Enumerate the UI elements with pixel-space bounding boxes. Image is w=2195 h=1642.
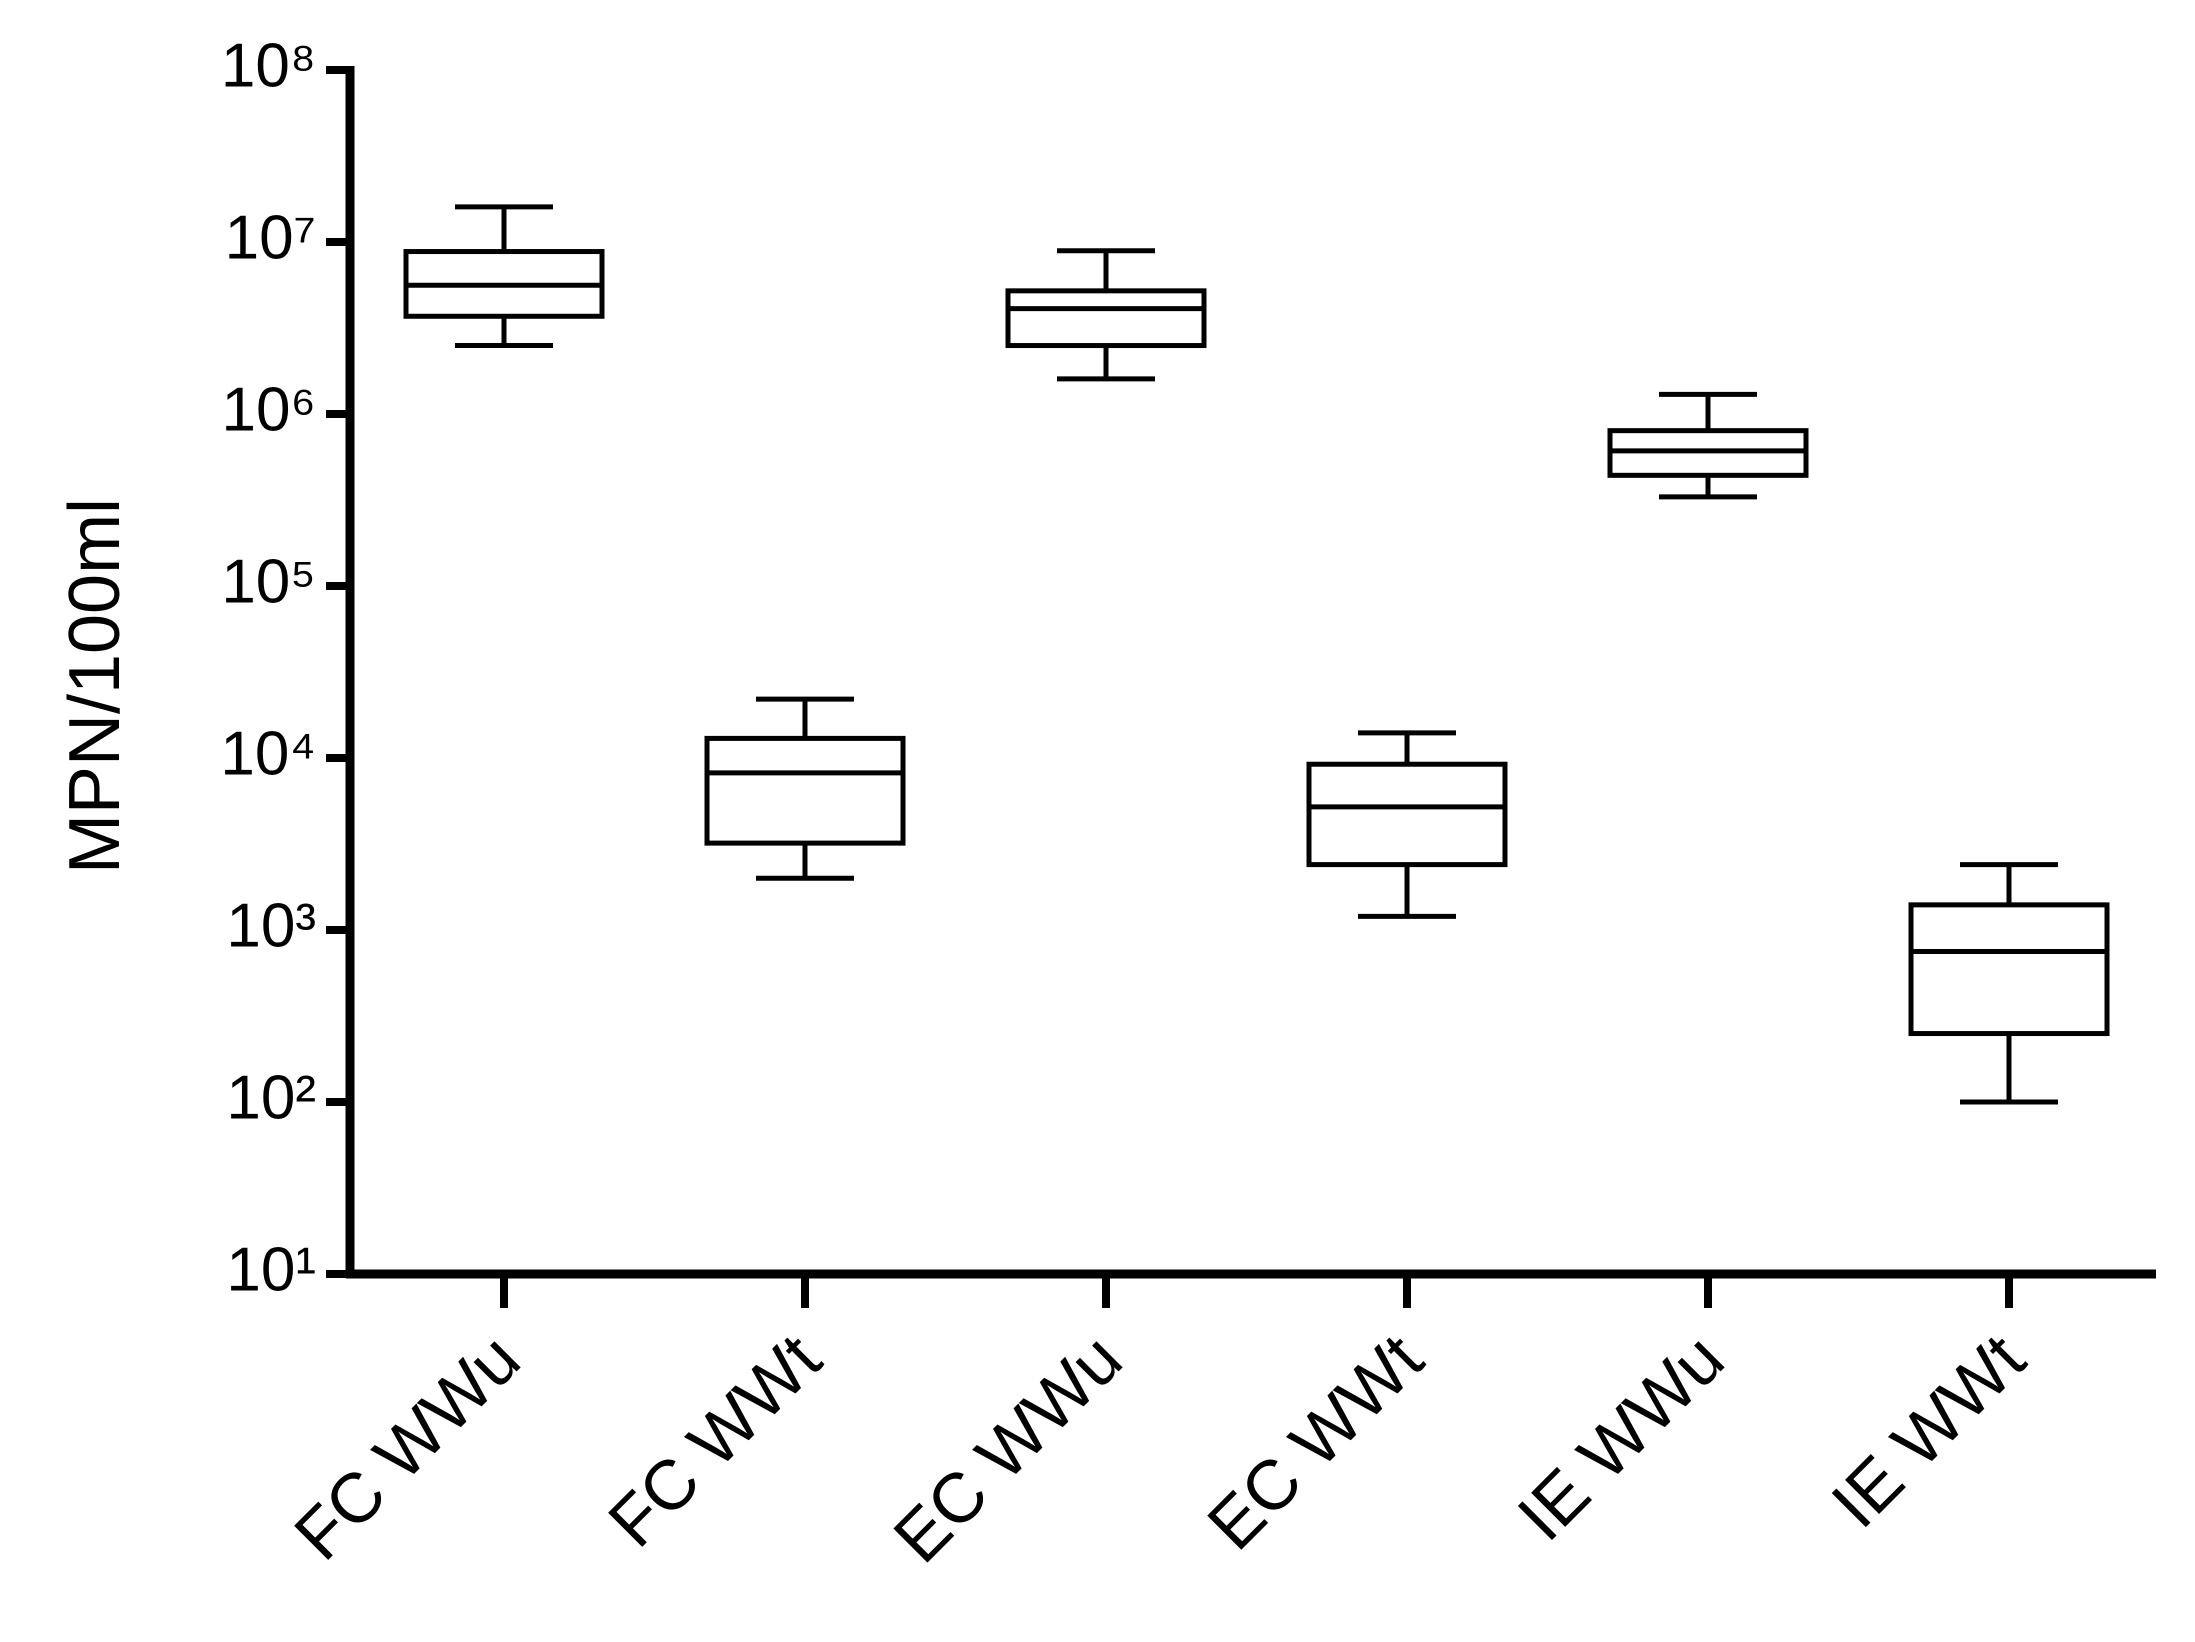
x-tick-label: EC WWt xyxy=(1193,1319,1438,1564)
y-tick-label: 10⁵ xyxy=(221,547,316,616)
y-axis-label: MPN/100ml xyxy=(55,498,135,874)
x-tick-label: IE WWt xyxy=(1817,1319,2040,1542)
x-tick-label: FC WWt xyxy=(594,1319,836,1561)
y-tick-label: 10⁶ xyxy=(222,375,316,444)
box xyxy=(1005,288,1207,349)
x-tick-label: IE WWu xyxy=(1503,1319,1739,1555)
x-tick-label: FC WWu xyxy=(280,1319,535,1574)
y-tick-label: 10¹ xyxy=(226,1235,316,1304)
y-tick-label: 10⁸ xyxy=(221,31,316,100)
y-tick-label: 10⁴ xyxy=(220,719,316,788)
y-tick-label: 10⁷ xyxy=(225,203,316,272)
box xyxy=(704,735,906,846)
y-tick-label: 10² xyxy=(226,1063,316,1132)
box xyxy=(1908,902,2110,1037)
y-tick-label: 10³ xyxy=(226,891,316,960)
box xyxy=(1306,761,1508,868)
x-tick-label: EC WWu xyxy=(879,1319,1137,1577)
